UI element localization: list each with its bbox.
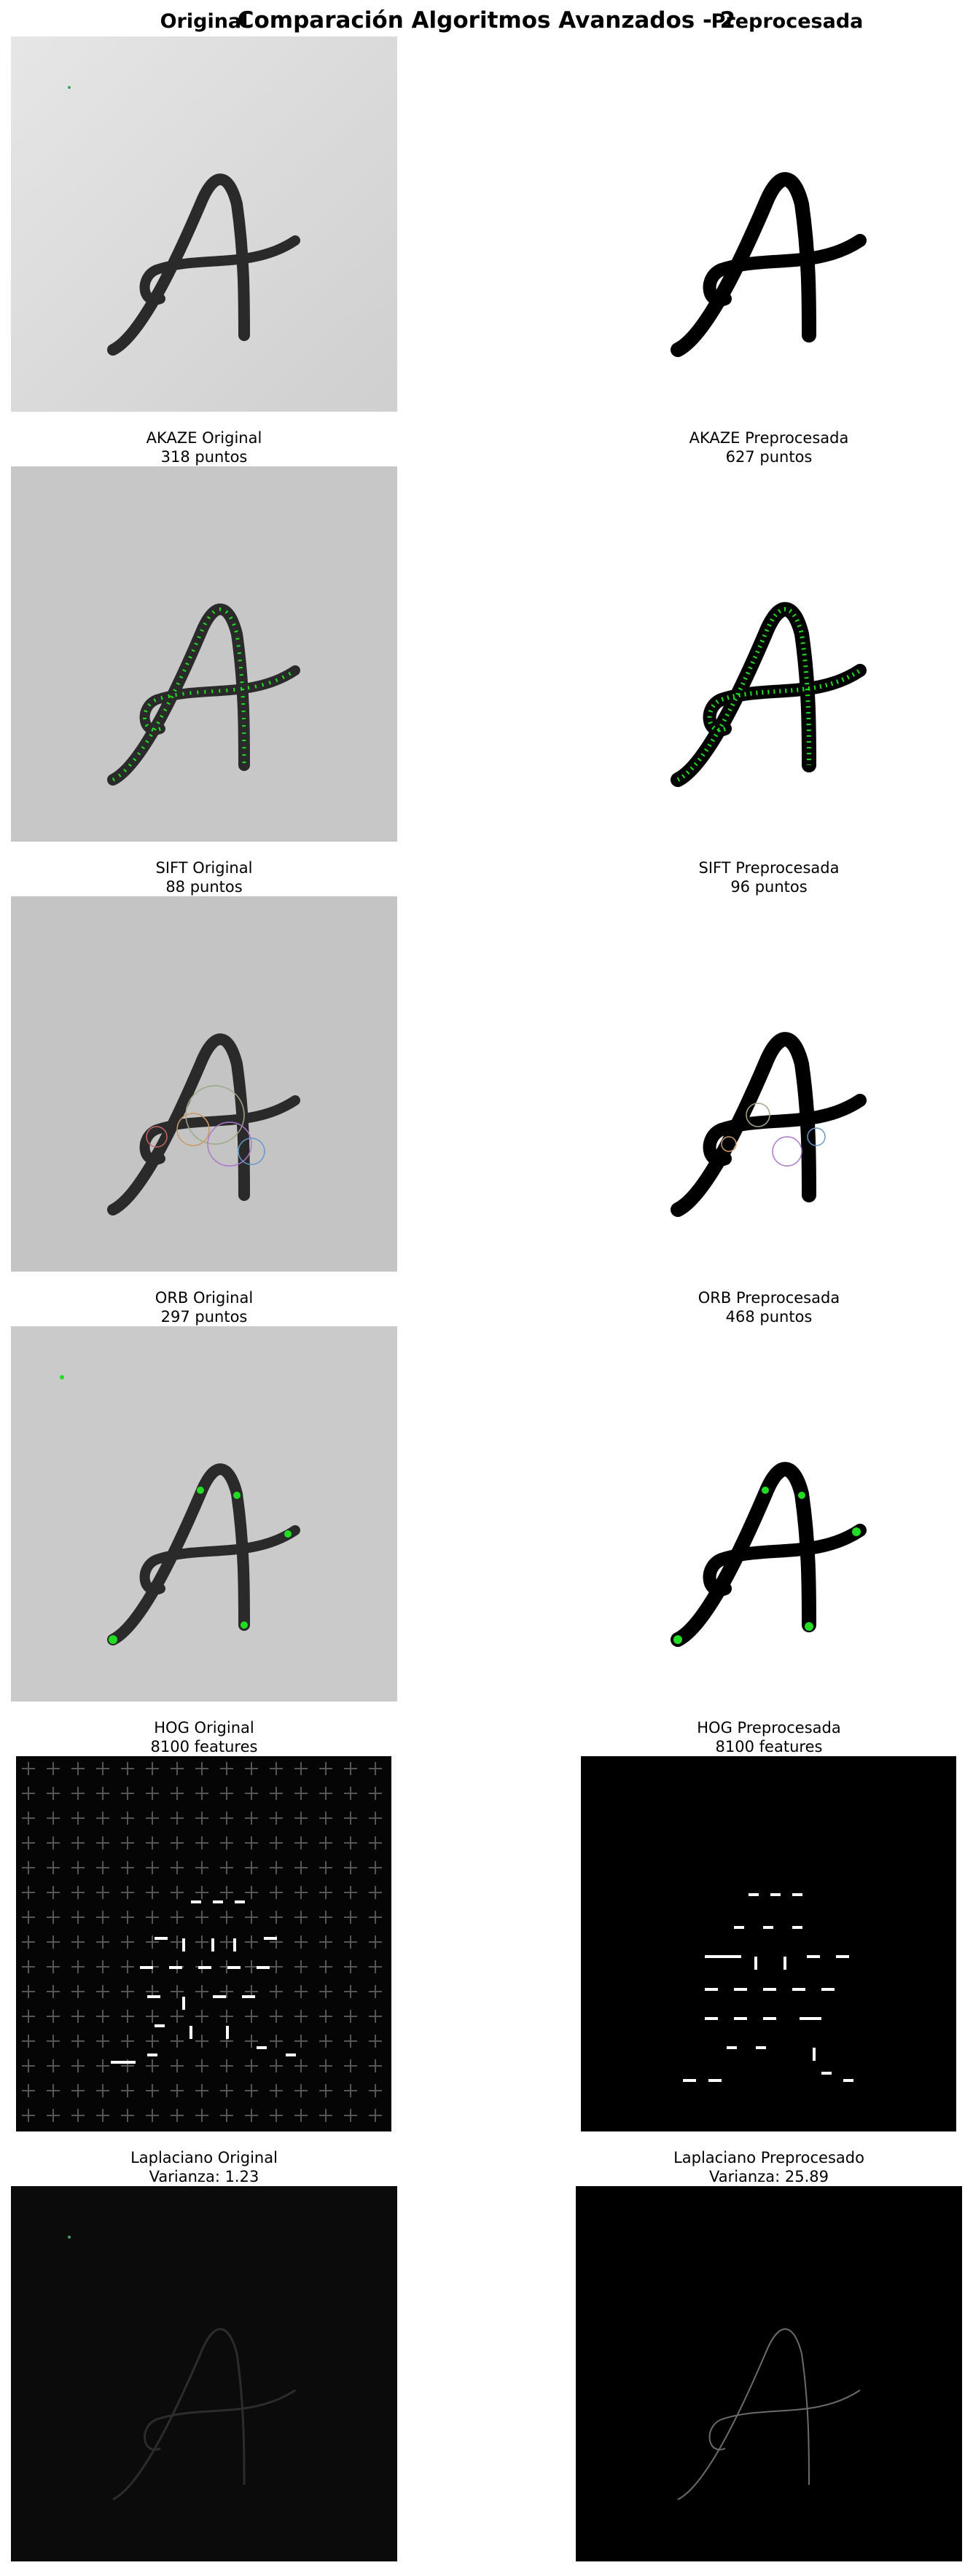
akaze-original-title: AKAZE Original bbox=[146, 429, 262, 447]
hog-original-image bbox=[16, 1756, 391, 2131]
sift-preprocessed-count: 96 puntos bbox=[730, 878, 808, 896]
laplacian-original-variance: Varianza: 1.23 bbox=[149, 2168, 259, 2185]
laplacian-preprocessed-title: Laplaciano Preprocesado bbox=[673, 2149, 864, 2166]
hog-preprocessed-title: HOG Preprocesada bbox=[697, 1719, 841, 1737]
laplacian-preprocessed-variance: Varianza: 25.89 bbox=[708, 2168, 829, 2185]
preprocessed-column-header: Preprocesada bbox=[711, 10, 864, 33]
hog-preprocessed-image bbox=[581, 1756, 956, 2131]
preprocessed-image-panel bbox=[576, 36, 962, 412]
orb-original-title: ORB Original bbox=[155, 1289, 254, 1307]
akaze-preprocessed-image bbox=[576, 466, 962, 842]
sift-preprocessed-image bbox=[576, 896, 962, 1272]
original-image-panel bbox=[11, 36, 397, 412]
original-column-header: Original bbox=[160, 10, 249, 33]
hog-preprocessed-count: 8100 features bbox=[715, 1738, 823, 1755]
orb-original-caption: ORB Original 297 puntos bbox=[11, 1288, 397, 1326]
orb-original-image bbox=[11, 1326, 397, 1702]
orb-preprocessed-caption: ORB Preprocesada 468 puntos bbox=[576, 1288, 962, 1326]
laplacian-preprocessed-image bbox=[576, 2186, 962, 2561]
akaze-original-image bbox=[11, 466, 397, 842]
sift-original-caption: SIFT Original 88 puntos bbox=[11, 858, 397, 896]
orb-preprocessed-title: ORB Preprocesada bbox=[697, 1289, 840, 1307]
akaze-preprocessed-title: AKAZE Preprocesada bbox=[689, 429, 849, 447]
figure-title: Comparación Algoritmos Avanzados - 2 bbox=[237, 7, 736, 34]
akaze-preprocessed-caption: AKAZE Preprocesada 627 puntos bbox=[576, 428, 962, 466]
sift-preprocessed-caption: SIFT Preprocesada 96 puntos bbox=[576, 858, 962, 896]
orb-preprocessed-count: 468 puntos bbox=[725, 1308, 813, 1326]
orb-preprocessed-image bbox=[576, 1326, 962, 1702]
laplacian-original-image bbox=[11, 2186, 397, 2561]
hog-original-count: 8100 features bbox=[150, 1738, 258, 1755]
akaze-original-caption: AKAZE Original 318 puntos bbox=[11, 428, 397, 466]
hog-preprocessed-caption: HOG Preprocesada 8100 features bbox=[576, 1718, 962, 1756]
orb-original-count: 297 puntos bbox=[160, 1308, 248, 1326]
sift-original-title: SIFT Original bbox=[155, 859, 253, 877]
laplacian-original-caption: Laplaciano Original Varianza: 1.23 bbox=[11, 2148, 397, 2186]
hog-original-title: HOG Original bbox=[154, 1719, 254, 1737]
laplacian-original-title: Laplaciano Original bbox=[130, 2149, 278, 2166]
sift-original-image bbox=[11, 896, 397, 1272]
laplacian-preprocessed-caption: Laplaciano Preprocesado Varianza: 25.89 bbox=[576, 2148, 962, 2186]
akaze-original-count: 318 puntos bbox=[160, 448, 248, 466]
akaze-preprocessed-count: 627 puntos bbox=[725, 448, 813, 466]
sift-original-count: 88 puntos bbox=[165, 878, 243, 896]
sift-preprocessed-title: SIFT Preprocesada bbox=[698, 859, 840, 877]
hog-original-caption: HOG Original 8100 features bbox=[11, 1718, 397, 1756]
